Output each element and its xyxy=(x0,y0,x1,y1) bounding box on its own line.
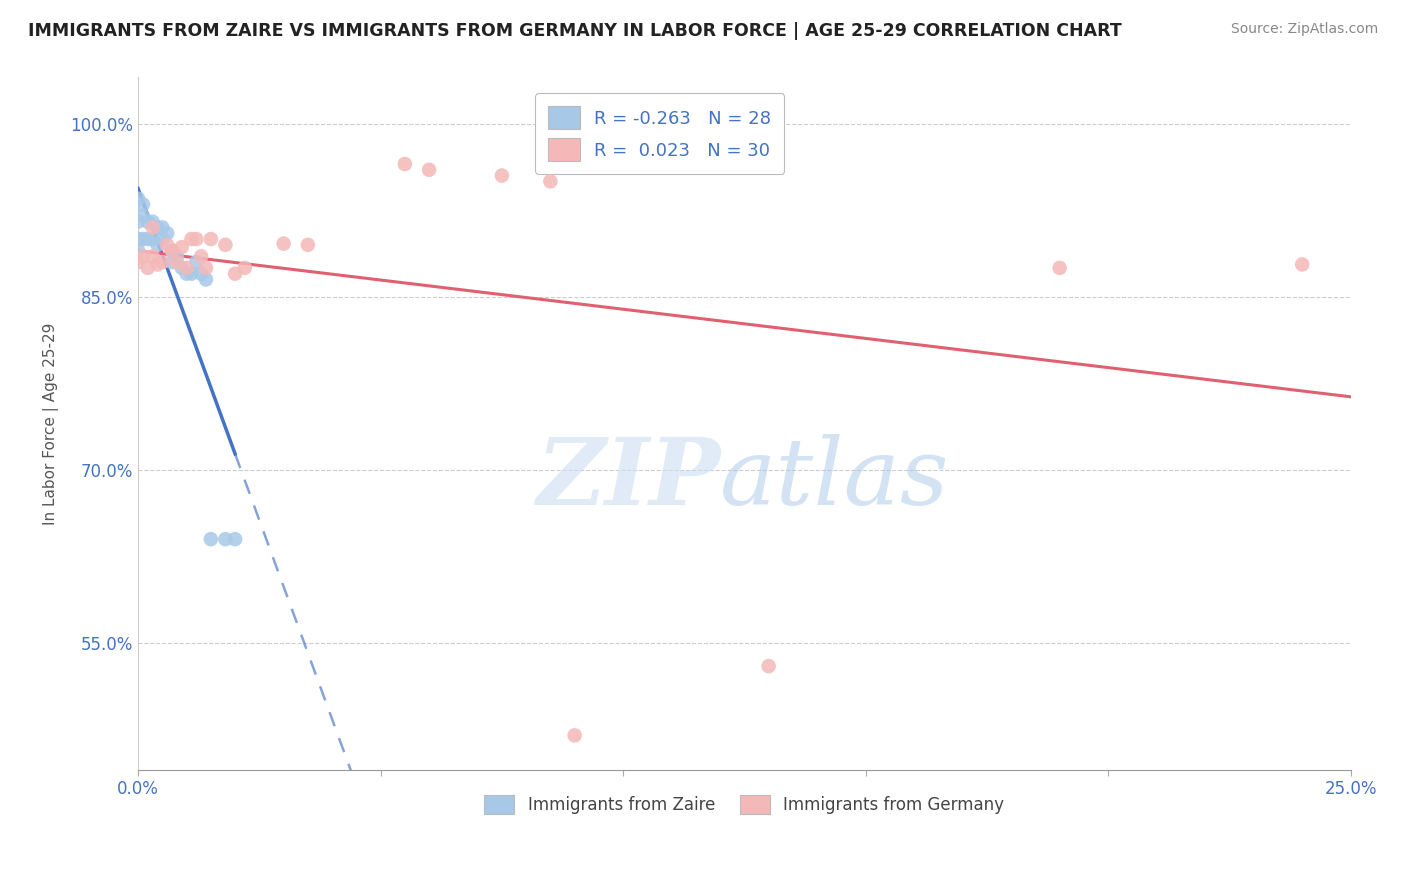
Point xyxy=(180,232,202,246)
Point xyxy=(142,220,165,235)
Point xyxy=(297,237,319,252)
Point xyxy=(142,215,165,229)
Point xyxy=(200,532,222,546)
Point xyxy=(195,260,218,275)
Point xyxy=(160,244,183,258)
Text: IMMIGRANTS FROM ZAIRE VS IMMIGRANTS FROM GERMANY IN LABOR FORCE | AGE 25-29 CORR: IMMIGRANTS FROM ZAIRE VS IMMIGRANTS FROM… xyxy=(28,22,1122,40)
Point xyxy=(127,255,149,269)
Point xyxy=(186,255,208,269)
Point xyxy=(176,267,198,281)
Point xyxy=(170,240,193,254)
Point xyxy=(146,257,169,271)
Point xyxy=(160,244,183,258)
Text: Source: ZipAtlas.com: Source: ZipAtlas.com xyxy=(1230,22,1378,37)
Point xyxy=(166,249,188,263)
Point xyxy=(538,174,561,188)
Point xyxy=(190,267,212,281)
Point xyxy=(127,232,149,246)
Point xyxy=(127,244,149,258)
Point xyxy=(224,267,246,281)
Point xyxy=(150,255,173,269)
Point xyxy=(1049,260,1071,275)
Point xyxy=(195,272,218,286)
Text: atlas: atlas xyxy=(720,434,949,524)
Legend: Immigrants from Zaire, Immigrants from Germany: Immigrants from Zaire, Immigrants from G… xyxy=(474,785,1014,824)
Point xyxy=(160,255,183,269)
Point xyxy=(394,157,416,171)
Point xyxy=(136,260,159,275)
Point xyxy=(170,260,193,275)
Point xyxy=(758,659,780,673)
Point xyxy=(142,249,165,263)
Point xyxy=(564,728,586,742)
Text: ZIP: ZIP xyxy=(536,434,720,524)
Point xyxy=(176,260,198,275)
Point xyxy=(132,209,155,223)
Point xyxy=(156,227,179,241)
Point xyxy=(418,162,440,177)
Point xyxy=(1291,257,1313,271)
Point xyxy=(132,232,155,246)
Point xyxy=(186,232,208,246)
Point xyxy=(156,237,179,252)
Point xyxy=(190,249,212,263)
Point xyxy=(180,267,202,281)
Point xyxy=(200,232,222,246)
Point xyxy=(166,255,188,269)
Point xyxy=(224,532,246,546)
Point xyxy=(214,237,236,252)
Point xyxy=(136,215,159,229)
Point xyxy=(273,236,295,251)
Point xyxy=(214,532,236,546)
Point xyxy=(150,220,173,235)
Point xyxy=(146,220,169,235)
Point xyxy=(132,197,155,211)
Point xyxy=(142,232,165,246)
Point xyxy=(491,169,513,183)
Point xyxy=(150,232,173,246)
Point xyxy=(132,249,155,263)
Point xyxy=(127,192,149,206)
Point xyxy=(136,232,159,246)
Point xyxy=(233,260,256,275)
Point xyxy=(127,215,149,229)
Point xyxy=(146,237,169,252)
Y-axis label: In Labor Force | Age 25-29: In Labor Force | Age 25-29 xyxy=(44,323,59,524)
